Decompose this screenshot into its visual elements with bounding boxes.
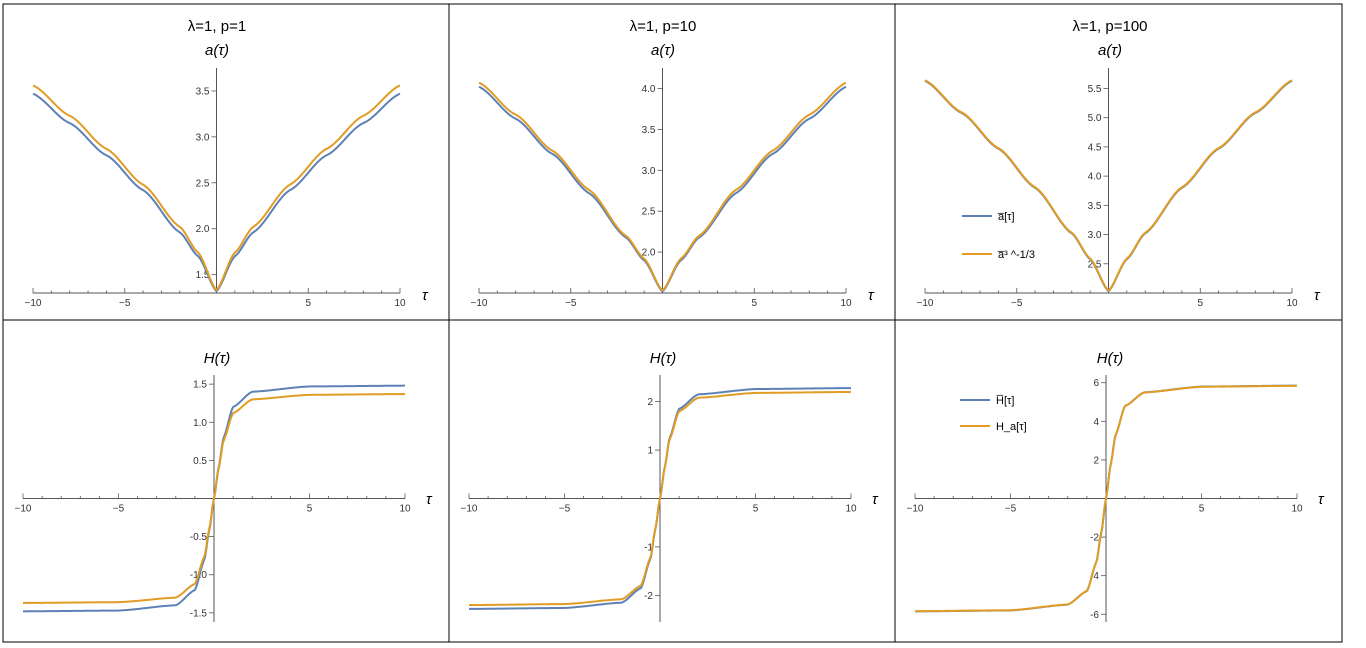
y-tick-label-4: 1.5 — [193, 380, 207, 391]
y-tick-label-6: 4 — [1093, 417, 1099, 428]
xlabel-tau-6: τ — [1318, 491, 1325, 508]
series-line-5-2 — [468, 390, 852, 607]
legend-top-label-1: a̅[τ] — [997, 211, 1015, 223]
figure-border — [2, 3, 1343, 643]
x-tick-label-5: 5 — [753, 504, 759, 515]
panel-title-2: λ=1, p=10 — [630, 18, 697, 35]
y-tick-label-5: 2 — [647, 397, 653, 408]
ylabel-a-1: a(τ) — [205, 42, 229, 59]
y-tick-label-1: 2.5 — [196, 178, 210, 189]
x-tick-label-3: 10 — [1286, 298, 1298, 309]
panel-title-3: λ=1, p=100 — [1072, 18, 1147, 35]
x-tick-label-4: −5 — [113, 504, 125, 515]
x-tick-label-4: 10 — [399, 504, 411, 515]
x-tick-label-1: 5 — [305, 298, 311, 309]
x-tick-label-6: 10 — [1291, 504, 1303, 515]
xlabel-tau-3: τ — [1314, 287, 1321, 304]
x-tick-label-6: −5 — [1005, 504, 1017, 515]
xlabel-tau-1: τ — [422, 287, 429, 304]
y-tick-label-1: 3.5 — [196, 86, 210, 97]
y-tick-label-3: 5.5 — [1088, 84, 1102, 95]
x-tick-label-6: −10 — [907, 504, 924, 515]
x-tick-label-2: −5 — [565, 298, 577, 309]
y-tick-label-2: 4.0 — [642, 84, 656, 95]
x-tick-label-1: 10 — [394, 298, 406, 309]
x-tick-label-1: −5 — [119, 298, 131, 309]
ylabel-h-1: H(τ) — [204, 350, 230, 367]
xlabel-tau-2: τ — [868, 287, 875, 304]
y-tick-label-4: -1.5 — [190, 608, 208, 619]
x-tick-label-3: −10 — [917, 298, 934, 309]
legend-bottom-label-1: H̅[τ] — [996, 395, 1014, 407]
xlabel-tau-4: τ — [426, 491, 433, 508]
y-tick-label-3: 4.5 — [1088, 142, 1102, 153]
x-tick-label-2: 10 — [840, 298, 852, 309]
y-tick-label-3: 3.5 — [1088, 201, 1102, 212]
y-tick-label-6: -6 — [1090, 610, 1099, 621]
y-tick-label-6: -2 — [1090, 533, 1099, 544]
series-line-6-2 — [915, 384, 1297, 613]
xlabel-tau-5: τ — [872, 491, 879, 508]
y-tick-label-2: 3.5 — [642, 125, 656, 136]
y-tick-label-3: 5.0 — [1088, 113, 1102, 124]
x-tick-label-5: 10 — [845, 504, 857, 515]
series-line-2-2 — [478, 81, 847, 292]
y-tick-label-2: 2.5 — [642, 207, 656, 218]
x-tick-label-5: −10 — [461, 504, 478, 515]
ylabel-a-2: a(τ) — [651, 42, 675, 59]
y-tick-label-1: 3.0 — [196, 132, 210, 143]
y-tick-label-1: 2.0 — [196, 224, 210, 235]
x-tick-label-6: 5 — [1199, 504, 1205, 515]
panel-title-1: λ=1, p=1 — [188, 18, 246, 35]
y-tick-label-6: 2 — [1093, 455, 1099, 466]
x-tick-label-5: −5 — [559, 504, 571, 515]
legend-top-label-2: a̅³ ^-1/3 — [997, 249, 1035, 261]
y-tick-label-2: 2.0 — [642, 248, 656, 259]
x-tick-label-4: −10 — [15, 504, 32, 515]
y-tick-label-6: -4 — [1090, 571, 1099, 582]
y-tick-label-6: 6 — [1093, 378, 1099, 389]
series-line-3-2 — [924, 79, 1293, 292]
ylabel-h-2: H(τ) — [650, 350, 676, 367]
x-tick-label-3: −5 — [1011, 298, 1023, 309]
y-tick-label-4: 1.0 — [193, 418, 207, 429]
x-tick-label-1: −10 — [25, 298, 42, 309]
y-tick-label-5: 1 — [647, 446, 653, 457]
x-tick-label-2: −10 — [471, 298, 488, 309]
y-tick-label-4: -0.5 — [190, 532, 208, 543]
legend-bottom: H̅[τ] H_a[τ] — [960, 395, 1027, 433]
y-tick-label-5: -1 — [644, 542, 653, 553]
ylabel-h-3: H(τ) — [1097, 350, 1123, 367]
y-tick-label-4: 0.5 — [193, 456, 207, 467]
x-tick-label-2: 5 — [751, 298, 757, 309]
y-tick-label-1: 1.5 — [196, 270, 210, 281]
y-tick-label-2: 3.0 — [642, 166, 656, 177]
series-line-4-2 — [23, 393, 405, 604]
y-tick-label-3: 4.0 — [1088, 172, 1102, 183]
y-tick-label-3: 3.0 — [1088, 230, 1102, 241]
x-tick-label-3: 5 — [1197, 298, 1203, 309]
ylabel-a-3: a(τ) — [1098, 42, 1122, 59]
legend-top: a̅[τ] a̅³ ^-1/3 — [962, 211, 1035, 261]
x-tick-label-4: 5 — [307, 504, 313, 515]
series-line-1-2 — [32, 84, 401, 292]
legend-bottom-label-2: H_a[τ] — [996, 421, 1027, 433]
y-tick-label-5: -2 — [644, 591, 653, 602]
